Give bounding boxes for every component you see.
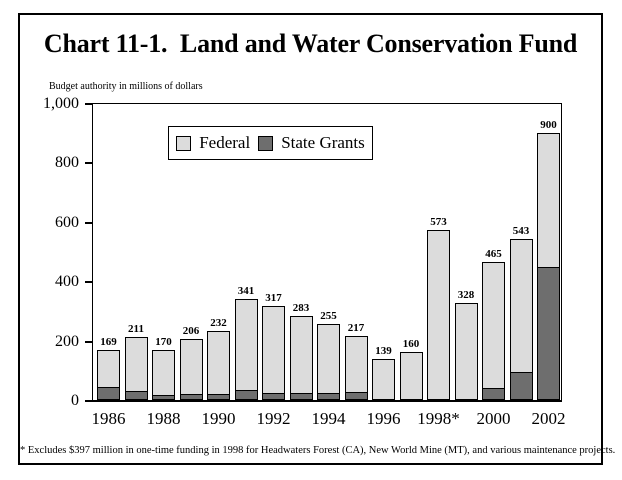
bar-value-label-1994: 255 (320, 310, 337, 323)
y-axis-tick-mark (85, 162, 93, 165)
state-grants-segment-2000 (483, 388, 504, 399)
x-axis-tick-label-1992: 1992 (256, 409, 291, 428)
state-grants-segment-1987 (125, 390, 147, 399)
plot-area: Federal State Grants 0 200 400 600 800 1,000 1… (43, 95, 566, 428)
bar-value-label-1990: 232 (210, 317, 227, 330)
x-axis-tick-label-2002: 2002 (531, 409, 566, 428)
bar-1989: 206 (179, 325, 203, 400)
bar-1995: 217 (344, 322, 368, 400)
state-grants-segment-1993 (290, 393, 312, 399)
legend-label-federal: Federal (199, 133, 251, 152)
bar-2000: 465 (482, 248, 505, 400)
bar-1996: 139 (372, 345, 395, 400)
federal-swatch-icon (176, 135, 192, 151)
y-axis-tick-mark (85, 281, 93, 284)
state-grants-segment-2001 (510, 372, 532, 399)
bar-1987: 211 (124, 323, 148, 400)
bar-value-label-1986: 169 (100, 335, 117, 348)
bar-value-label-1997: 160 (402, 338, 420, 351)
bar-1988: 170 (152, 336, 175, 400)
bar-1986: 169 (97, 336, 120, 400)
bar-1998: 573 (427, 216, 450, 400)
legend: Federal State Grants (168, 126, 373, 160)
x-axis-tick-label-1996: 1996 (366, 409, 401, 428)
bar-2002: 900 (537, 119, 560, 400)
bar-1991: 341 (234, 285, 258, 400)
y-axis-tick-mark (85, 221, 93, 224)
y-axis-tick-label: 600 (55, 213, 79, 231)
y-axis-tick-label: 400 (55, 273, 79, 291)
bar-1992: 317 (262, 292, 285, 400)
bar-1994: 255 (317, 310, 340, 400)
chart-title: Chart 11-1. Land and Water Conservation … (43, 29, 578, 58)
bar-1993: 283 (289, 302, 313, 400)
x-axis-tick-label-1994: 1994 (311, 409, 346, 428)
x-axis-tick-label-2000: 2000 (476, 409, 511, 428)
state-grants-segment-1988 (153, 394, 174, 399)
bar-value-label-1989: 206 (182, 324, 200, 337)
y-axis-tick-label: 800 (55, 154, 79, 172)
bar-value-label-1992: 317 (265, 291, 282, 304)
bar-1990: 232 (207, 317, 230, 400)
bar-1997: 160 (399, 338, 423, 400)
y-axis-tick-label: 0 (71, 392, 79, 409)
state-grants-segment-1994 (318, 393, 339, 399)
x-axis-tick-label-1990: 1990 (201, 409, 236, 428)
bar-value-label-1991: 341 (237, 284, 255, 297)
bar-value-label-1995: 217 (347, 321, 365, 334)
chart-frame: Chart 11-1. Land and Water Conservation … (18, 13, 616, 465)
y-axis-tick-mark (85, 400, 93, 402)
state-grants-segment-2002 (538, 266, 559, 399)
y-axis-tick-mark (85, 103, 93, 105)
bar-value-label-2000: 465 (485, 247, 502, 260)
bar-value-label-1987: 211 (128, 323, 144, 336)
footnote: * Excludes $397 million in one-time fund… (20, 445, 616, 456)
state-grants-segment-1989 (180, 393, 202, 399)
state-grants-segment-1995 (345, 391, 367, 399)
state-grants-segment-1990 (208, 393, 229, 399)
axis-units-note: Budget authority in millions of dollars (49, 81, 203, 92)
y-axis-tick-mark (85, 340, 93, 343)
x-axis-tick-label-1986: 1986 (91, 409, 126, 428)
state-grants-segment-1986 (98, 387, 119, 399)
bar-value-label-1996: 139 (375, 344, 392, 357)
state-grants-swatch-icon (258, 135, 274, 151)
bar-1999: 328 (454, 289, 478, 400)
y-axis-tick-label: 1,000 (43, 95, 79, 112)
y-axis-tick-label: 200 (55, 332, 79, 350)
state-grants-segment-1991 (235, 390, 257, 399)
bar-2001: 543 (509, 225, 533, 400)
bar-value-label-2001: 543 (512, 224, 530, 237)
x-axis-tick-label-1988: 1988 (146, 409, 181, 428)
bar-value-label-1993: 283 (292, 301, 310, 314)
state-grants-segment-1992 (263, 393, 284, 399)
bar-value-label-1998: 573 (430, 215, 447, 228)
legend-label-state-grants: State Grants (281, 133, 365, 152)
x-axis-tick-label-1998: 1998* (417, 409, 460, 428)
bar-value-label-1999: 328 (457, 288, 475, 301)
bar-value-label-1988: 170 (155, 335, 172, 348)
bar-value-label-2002: 900 (540, 118, 557, 131)
